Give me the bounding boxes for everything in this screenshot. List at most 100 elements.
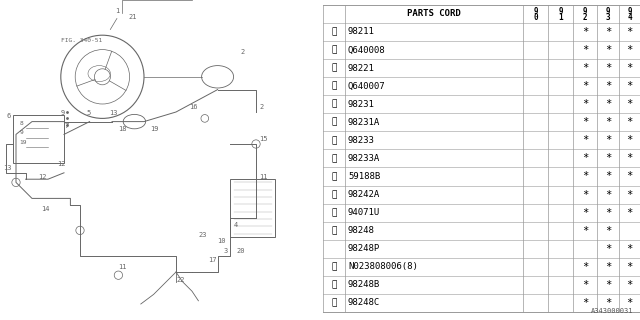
Text: 6: 6: [6, 113, 11, 119]
Text: *: *: [605, 117, 611, 127]
Text: 12: 12: [58, 161, 66, 167]
Text: 94071U: 94071U: [348, 208, 380, 217]
Text: ②: ②: [332, 45, 337, 54]
Text: *: *: [627, 99, 633, 109]
Text: 59188B: 59188B: [348, 172, 380, 181]
Text: ⑨: ⑨: [332, 172, 337, 181]
Text: *: *: [605, 81, 611, 91]
Text: 14: 14: [42, 206, 50, 212]
Text: 9: 9: [627, 7, 632, 16]
Text: 17: 17: [208, 257, 216, 263]
Text: 3: 3: [224, 248, 228, 254]
Text: 13: 13: [3, 164, 12, 171]
Text: ⑮: ⑮: [332, 299, 337, 308]
Text: *: *: [582, 298, 588, 308]
Text: *: *: [582, 226, 588, 236]
Text: *: *: [627, 135, 633, 145]
Text: 9: 9: [533, 7, 538, 16]
Text: *: *: [627, 208, 633, 218]
Bar: [230, 179, 275, 237]
Text: 4: 4: [627, 13, 632, 22]
Text: 0: 0: [533, 13, 538, 22]
Text: 4: 4: [234, 222, 238, 228]
Text: FIG. 340-51: FIG. 340-51: [61, 37, 102, 43]
Text: ⑤: ⑤: [332, 100, 337, 109]
Text: 9: 9: [61, 110, 65, 116]
Text: *: *: [605, 99, 611, 109]
Text: 98233: 98233: [348, 136, 375, 145]
Text: 2: 2: [240, 49, 244, 55]
Bar: [13, 115, 64, 163]
Text: *: *: [627, 244, 633, 254]
Text: *: *: [582, 172, 588, 181]
Text: *: *: [627, 280, 633, 290]
Text: ⑭: ⑭: [332, 280, 337, 289]
Text: *: *: [582, 189, 588, 200]
Text: 9: 9: [19, 130, 23, 135]
Text: 11: 11: [259, 174, 268, 180]
Text: 2: 2: [259, 104, 264, 110]
Text: Q640007: Q640007: [348, 82, 385, 91]
Text: *: *: [627, 153, 633, 164]
Text: 18: 18: [118, 126, 127, 132]
Text: 98248B: 98248B: [348, 280, 380, 289]
Text: 8: 8: [19, 121, 23, 126]
Text: Q640008: Q640008: [348, 45, 385, 54]
Text: 1: 1: [115, 8, 120, 14]
Text: 22: 22: [176, 276, 184, 283]
Text: 98231A: 98231A: [348, 118, 380, 127]
Text: *: *: [627, 298, 633, 308]
Text: *: *: [605, 172, 611, 181]
Text: 98221: 98221: [348, 64, 375, 73]
Text: 2: 2: [583, 13, 588, 22]
Text: 10: 10: [218, 238, 226, 244]
Text: 9: 9: [559, 7, 563, 16]
Text: *: *: [605, 153, 611, 164]
Text: 7: 7: [64, 123, 68, 129]
Text: *: *: [582, 81, 588, 91]
Text: *: *: [627, 189, 633, 200]
Text: *: *: [582, 27, 588, 37]
Text: 15: 15: [259, 136, 268, 142]
Text: *: *: [582, 117, 588, 127]
Text: 20: 20: [237, 248, 245, 254]
Text: *: *: [582, 262, 588, 272]
Text: *: *: [627, 172, 633, 181]
Text: *: *: [582, 280, 588, 290]
Text: *: *: [605, 226, 611, 236]
Text: *: *: [627, 81, 633, 91]
Text: 1: 1: [559, 13, 563, 22]
Text: *: *: [627, 45, 633, 55]
Text: N023808006(8): N023808006(8): [348, 262, 418, 271]
Text: 9: 9: [583, 7, 588, 16]
Text: *: *: [605, 45, 611, 55]
Text: 3: 3: [606, 13, 611, 22]
Text: *: *: [605, 63, 611, 73]
Text: *: *: [605, 262, 611, 272]
Text: *: *: [582, 63, 588, 73]
Text: 5: 5: [86, 110, 91, 116]
Text: 98211: 98211: [348, 28, 375, 36]
Text: ⑫: ⑫: [332, 226, 337, 235]
Text: 16: 16: [189, 104, 197, 110]
Text: 9: 9: [606, 7, 611, 16]
Text: *: *: [627, 63, 633, 73]
Text: 23: 23: [198, 232, 207, 238]
Text: 98233A: 98233A: [348, 154, 380, 163]
Text: ③: ③: [332, 64, 337, 73]
Text: ⑬: ⑬: [332, 262, 337, 271]
Text: ⑦: ⑦: [332, 136, 337, 145]
Text: 21: 21: [128, 14, 136, 20]
Text: *: *: [605, 298, 611, 308]
Text: 19: 19: [19, 140, 27, 145]
Text: 98248: 98248: [348, 226, 375, 235]
Text: ⑥: ⑥: [332, 118, 337, 127]
Text: *: *: [582, 135, 588, 145]
Text: *: *: [582, 153, 588, 164]
Text: 98248P: 98248P: [348, 244, 380, 253]
Text: 98231: 98231: [348, 100, 375, 109]
Text: *: *: [605, 208, 611, 218]
Text: PARTS CORD: PARTS CORD: [407, 9, 461, 18]
Text: *: *: [605, 189, 611, 200]
Text: 19: 19: [150, 126, 159, 132]
